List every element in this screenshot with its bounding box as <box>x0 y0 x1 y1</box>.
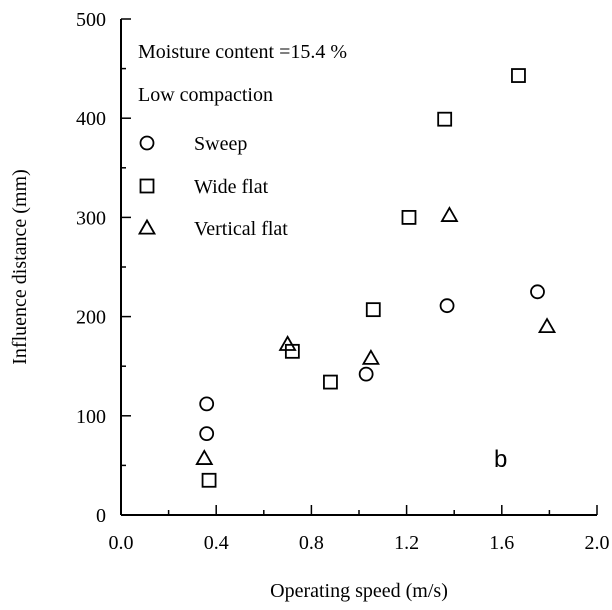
y-tick-label: 0 <box>96 505 106 527</box>
legend-circle-icon <box>139 135 155 151</box>
triangle-point <box>195 449 214 465</box>
data-points <box>195 68 557 488</box>
x-tick-label: 2.0 <box>585 532 610 554</box>
x-tick-label: 1.2 <box>394 532 419 554</box>
legend-label: Wide flat <box>194 176 269 198</box>
circle-point <box>530 284 545 300</box>
square-point <box>437 111 453 127</box>
triangle-point <box>278 335 297 351</box>
y-tick-label: 200 <box>76 307 106 329</box>
square-point <box>365 302 381 318</box>
y-axis-label: Influence distance (mm) <box>9 169 31 364</box>
square-point <box>401 209 417 225</box>
x-axis-label: Operating speed (m/s) <box>270 580 448 602</box>
annotation-moisture: Moisture content =15.4 % <box>138 41 347 63</box>
legend: Sweep Wide flat Vertical flat <box>137 133 288 240</box>
series-wide-flat <box>201 68 526 488</box>
x-tick-label: 1.6 <box>489 532 514 554</box>
legend-item: Wide flat <box>139 176 269 198</box>
circle-point <box>199 426 215 442</box>
series-vertical-flat <box>195 206 557 465</box>
annotation-compaction: Low compaction <box>138 84 273 106</box>
square-point <box>201 472 217 488</box>
legend-square-icon <box>139 178 155 194</box>
legend-triangle-icon <box>137 218 157 235</box>
y-tick-label: 400 <box>76 108 106 130</box>
legend-label: Vertical flat <box>194 218 288 240</box>
legend-item: Sweep <box>139 133 247 155</box>
y-tick-label: 500 <box>76 9 106 31</box>
x-tick-label: 0.0 <box>109 532 134 554</box>
square-point <box>323 374 338 390</box>
circle-point <box>358 366 374 382</box>
circle-point <box>199 396 215 412</box>
y-tick-label: 300 <box>76 207 106 229</box>
triangle-point <box>361 348 380 365</box>
square-point <box>511 68 526 83</box>
series-sweep <box>199 284 545 442</box>
y-axis-ticks: 0 100 200 300 400 500 <box>76 9 131 527</box>
x-tick-label: 0.4 <box>204 532 229 554</box>
legend-item: Vertical flat <box>137 218 288 240</box>
triangle-point <box>440 206 459 222</box>
y-tick-label: 100 <box>76 406 106 428</box>
legend-label: Sweep <box>194 133 247 155</box>
triangle-point <box>537 317 557 334</box>
panel-label: b <box>494 446 507 473</box>
x-tick-label: 0.8 <box>299 532 324 554</box>
circle-point <box>439 298 455 314</box>
x-axis-ticks: 0.0 0.4 0.8 1.2 1.6 2.0 <box>109 505 610 554</box>
